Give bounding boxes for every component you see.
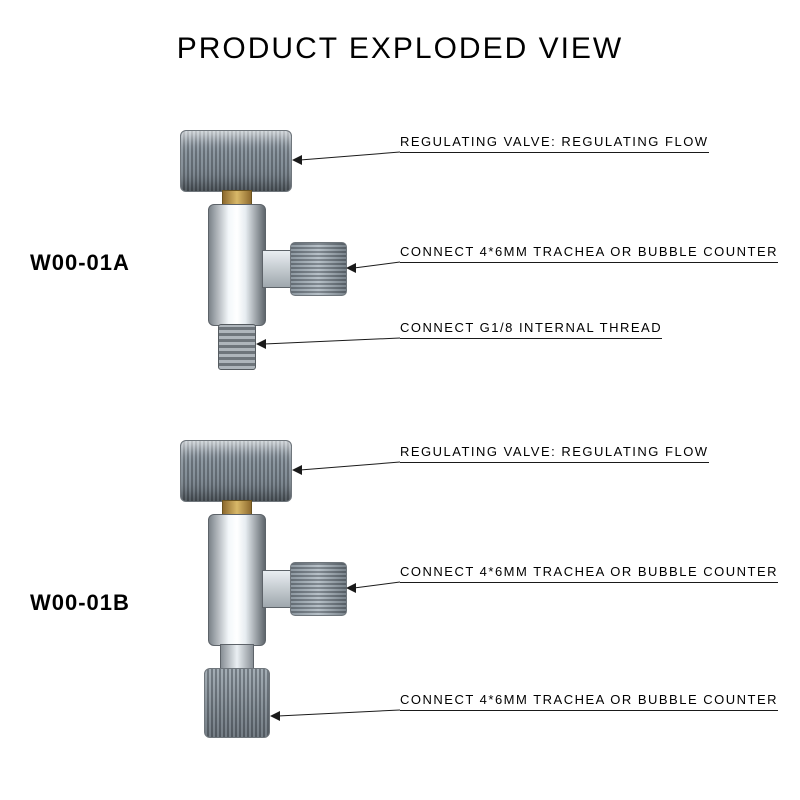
page: PRODUCT EXPLODED VIEW W00-01A REGULATING… [0,0,800,800]
leader-a-bottom [256,338,400,349]
product-section-a: W00-01A REGULATING VALVE: REGULATING FLO… [0,110,800,400]
page-title: PRODUCT EXPLODED VIEW [0,32,800,66]
leader-lines-a [0,110,800,400]
product-section-b: W00-01B REGULATING VALVE: REGULATING FLO… [0,420,800,780]
leader-lines-b [0,420,800,780]
leader-b-top [292,462,400,475]
leader-a-top [292,152,400,165]
leader-a-side [346,262,400,273]
leader-b-side [346,582,400,593]
leader-b-bottom [270,710,400,721]
